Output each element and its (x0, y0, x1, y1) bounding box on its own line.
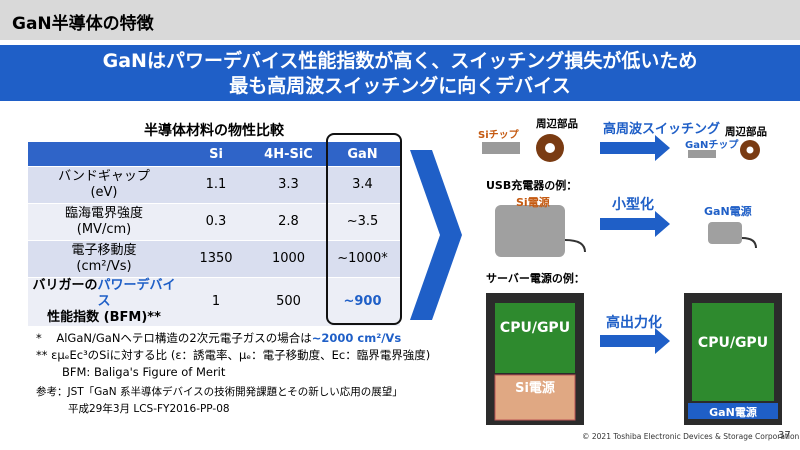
label: 臨海電界強度 (64, 206, 143, 221)
row-label: バンドギャップ (eV) (28, 166, 180, 204)
cell: 1000 (252, 240, 325, 278)
label: バンドギャップ (58, 169, 150, 184)
note: ** εμₑEc³のSiに対する比 (ε：誘電率、μₑ：電子移動度、Ec：臨界電… (36, 348, 431, 362)
label: 周辺部品 (536, 118, 578, 130)
label: 小型化 (612, 197, 654, 213)
row-label: 臨海電界強度 (MV/cm) (28, 203, 180, 241)
note-highlight: ~2000 cm²/Vs (311, 331, 402, 345)
banner-line: GaNはパワーデバイス性能指数が高く、スイッチング損失が低いため (102, 50, 698, 72)
cell: 500 (252, 277, 325, 327)
cpu-block (692, 303, 774, 401)
label: Si電源 (516, 196, 550, 209)
column-header: GaN (325, 142, 400, 167)
unit: (MV/cm) (76, 222, 132, 237)
label: Siチップ (478, 130, 519, 141)
label: 電子移動度 (71, 243, 137, 258)
arrow (600, 211, 670, 237)
cable (741, 237, 757, 249)
inductor-hole (746, 146, 754, 154)
unit: (eV) (90, 185, 118, 200)
gan-chip (688, 150, 716, 158)
label: 高出力化 (606, 315, 662, 331)
cell: 2.8 (252, 203, 325, 241)
corner (28, 142, 180, 167)
label: CPU/GPU (697, 335, 769, 351)
cell: 3.3 (252, 166, 325, 204)
row: バリガーのパワーデバイス 性能指数 (BFM)** 1 500 ~900 (28, 277, 400, 327)
cell: 3.4 (325, 166, 400, 204)
note: BFM: Baliga's Figure of Merit (62, 365, 226, 379)
label: 周辺部品 (725, 126, 767, 138)
table: Si 4H-SiC GaN バンドギャップ (eV) 1.1 3.3 3.4 臨海電界… (28, 142, 400, 327)
arrow (600, 135, 670, 161)
row-label: 電子移動度 (cm²/Vs) (28, 240, 180, 278)
cell: 1 (180, 277, 252, 327)
label: サーバー電源の例： (486, 272, 585, 285)
label: USB充電器の例： (486, 179, 578, 192)
row-label: バリガーのパワーデバイス 性能指数 (BFM)** (28, 277, 180, 327)
column-header: 4H-SiC (252, 142, 325, 167)
note: * AlGaN/GaNヘテロ構造の2次元電子ガスの場合は~2000 cm²/Vs (36, 330, 430, 347)
label: バリガーの (32, 278, 98, 293)
header-row: Si 4H-SiC GaN (28, 142, 400, 167)
label: (BFM)** (103, 310, 161, 325)
row: 電子移動度 (cm²/Vs) 1350 1000 ~1000* (28, 240, 400, 278)
si-power-block (494, 374, 576, 421)
cell: ~1000* (325, 240, 400, 278)
slide-title: GaN半導体の特徴 (12, 14, 154, 34)
label: CPU/GPU (499, 320, 571, 336)
inductor-hole (545, 143, 555, 153)
cable (564, 239, 586, 253)
banner (0, 45, 800, 101)
cell: ~3.5 (325, 203, 400, 241)
row: バンドギャップ (eV) 1.1 3.3 3.4 (28, 166, 400, 204)
label: 高周波スイッチング (603, 122, 721, 137)
row: 臨海電界強度 (MV/cm) 0.3 2.8 ~3.5 (28, 203, 400, 241)
label: GaN電源 (704, 205, 752, 218)
page-number: 37 (778, 430, 791, 441)
cell: ~900 (325, 277, 400, 327)
header-band (0, 0, 800, 40)
gan-charger (708, 222, 742, 244)
cell: 1350 (180, 240, 252, 278)
unit: (cm²/Vs) (76, 259, 132, 274)
label-highlight: パワーデバイス (97, 278, 176, 309)
banner-line: 最も高周波スイッチングに向くデバイス (229, 75, 571, 97)
notes: * AlGaN/GaNヘテロ構造の2次元電子ガスの場合は~2000 cm²/Vs… (36, 330, 430, 418)
big-arrow (410, 150, 462, 320)
table-title: 半導体材料の物性比較 (144, 123, 284, 139)
gan-highlight (326, 133, 402, 325)
note-text: AlGaN/GaNヘテロ構造の2次元電子ガスの場合は (56, 331, 312, 345)
si-chip (482, 142, 520, 154)
cpu-block (495, 303, 575, 373)
label: 性能指数 (47, 310, 100, 325)
label: GaNチップ (685, 140, 739, 151)
arrow (600, 328, 670, 354)
label: Si電源 (515, 381, 555, 396)
banner-text: GaNはパワーデバイス性能指数が高く、スイッチング損失が低いため 最も高周波スイ… (0, 49, 800, 99)
gan-power-block (688, 403, 778, 419)
cell: 1.1 (180, 166, 252, 204)
column-header: Si (180, 142, 252, 167)
reference: 参考：JST「GaN 系半導体デバイスの技術開発課題とその新しい応用の展望」 (36, 386, 403, 398)
label: GaN電源 (709, 406, 757, 419)
reference: 平成29年3月 LCS-FY2016-PP-08 (68, 403, 230, 415)
copyright: © 2021 Toshiba Electronic Devices & Stor… (582, 432, 800, 441)
note-mark: * (36, 331, 42, 345)
si-charger (495, 205, 565, 257)
cell: 0.3 (180, 203, 252, 241)
